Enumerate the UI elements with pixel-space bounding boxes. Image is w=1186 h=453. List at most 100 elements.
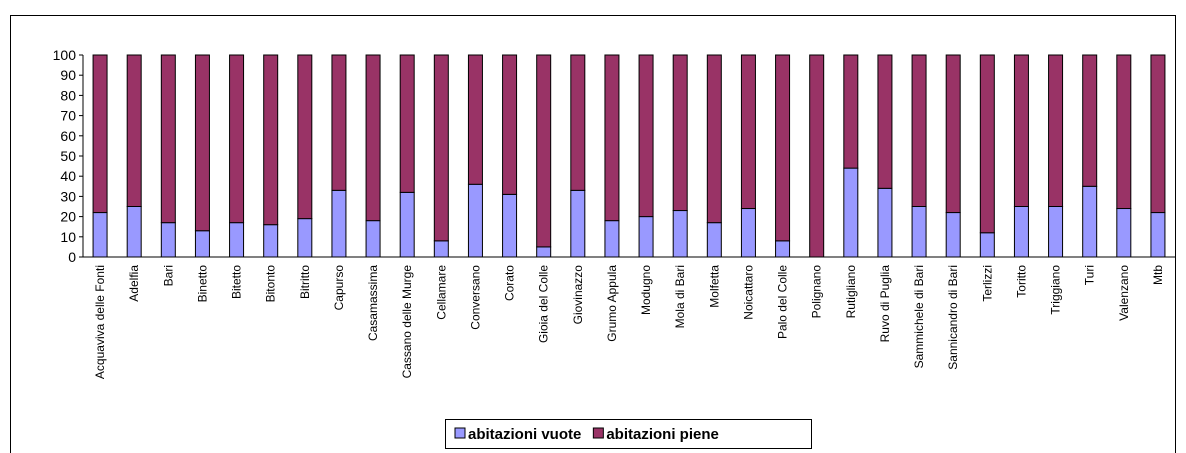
legend-label: abitazioni piene <box>606 426 719 443</box>
bar-segment <box>570 189 586 258</box>
x-tick-label: Molfetta <box>707 265 721 308</box>
bar-segment <box>365 220 381 258</box>
bar-segment <box>945 212 961 258</box>
bar-segment <box>160 54 176 224</box>
bar-segment <box>706 222 722 258</box>
y-tick-label: 20 <box>60 209 76 225</box>
legend-label: abitazioni vuote <box>468 426 581 443</box>
bar-segment <box>638 54 654 218</box>
bar-segment <box>126 206 142 258</box>
y-tick-label: 70 <box>60 108 76 124</box>
legend: abitazioni vuote abitazioni piene <box>445 419 812 449</box>
x-tick-label: Gioia del Colle <box>537 265 551 343</box>
bar-segment <box>945 54 961 214</box>
bar-segment <box>126 54 142 207</box>
bar-segment <box>775 240 791 258</box>
x-tick-label: Grumo Appula <box>605 265 619 342</box>
bar-segment <box>229 54 245 224</box>
bar-segment <box>160 222 176 258</box>
bar-segment <box>638 216 654 258</box>
bar-segment <box>1048 54 1064 207</box>
bar-segment <box>331 54 347 191</box>
bar-segment <box>1048 206 1064 258</box>
x-tick-label: Noicattaro <box>741 265 755 320</box>
bar-segment <box>672 210 688 258</box>
bar-segment <box>1116 54 1132 210</box>
y-tick-label: 40 <box>60 168 76 184</box>
legend-box <box>445 419 812 449</box>
x-tick-label: Modugno <box>639 265 653 315</box>
x-tick-label: Casamassima <box>366 265 380 341</box>
x-tick-label: Turi <box>1083 265 1097 285</box>
bar-segment <box>604 220 620 258</box>
x-tick-label: Bitritto <box>298 265 312 299</box>
x-tick-label: Bari <box>161 265 175 286</box>
x-tick-label: Corato <box>503 265 517 301</box>
bar-segment <box>502 54 518 195</box>
y-tick-label: 30 <box>60 188 76 204</box>
bar-segment <box>1013 206 1029 258</box>
bar-segment <box>297 218 313 258</box>
bar-segment <box>467 54 483 185</box>
bar-segment <box>536 246 552 258</box>
bar-segment <box>365 54 381 222</box>
bar-segment <box>570 54 586 191</box>
x-tick-label: Adelfia <box>127 265 141 302</box>
bar-segment <box>672 54 688 212</box>
y-tick-label: 50 <box>60 148 76 164</box>
bar-segment <box>1082 185 1098 258</box>
bar-segment <box>467 183 483 258</box>
bar-segment <box>706 54 722 224</box>
x-tick-label: Mtb <box>1151 265 1165 285</box>
bar-segment <box>979 54 995 234</box>
bar-segment <box>775 54 791 242</box>
bar-segment <box>843 54 859 169</box>
bar-segment <box>740 208 756 258</box>
x-tick-label: Sammichele di Bari <box>912 265 926 368</box>
x-tick-label: Sannicandro di Bari <box>946 265 960 370</box>
x-tick-label: Cellamare <box>434 265 448 320</box>
x-tick-label: Acquaviva delle Fonti <box>93 265 107 379</box>
bar-segment <box>399 191 415 258</box>
chart-border <box>10 15 1176 453</box>
bar-segment <box>502 193 518 258</box>
bar-segment <box>1150 54 1166 214</box>
bar-segment <box>433 54 449 242</box>
x-tick-label: Terlizzi <box>980 265 994 302</box>
bar-segment <box>331 189 347 258</box>
x-tick-label: Bitonto <box>264 265 278 303</box>
x-tick-label: Giovinazzo <box>571 265 585 325</box>
y-tick-label: 60 <box>60 128 76 144</box>
y-tick-label: 90 <box>60 67 76 83</box>
y-tick-label: 0 <box>68 249 76 265</box>
bar-segment <box>433 240 449 258</box>
x-tick-label: Bitetto <box>230 265 244 299</box>
x-tick-label: Triggiano <box>1049 265 1063 315</box>
bar-segment <box>1082 54 1098 187</box>
bar-segment <box>399 54 415 193</box>
legend-swatch <box>592 427 604 439</box>
x-tick-label: Valenzano <box>1117 265 1131 321</box>
x-tick-label: Cassano delle Murge <box>400 265 414 379</box>
legend-swatch <box>454 427 466 439</box>
bar-segment <box>911 206 927 258</box>
bar-segment <box>1013 54 1029 207</box>
bar-segment <box>877 187 893 258</box>
x-tick-label: Ruvo di Puglia <box>878 265 892 343</box>
bar-segment <box>604 54 620 222</box>
bar-segment <box>229 222 245 258</box>
bar-segment <box>536 54 552 248</box>
bar-segment <box>263 54 279 226</box>
y-tick-label: 80 <box>60 87 76 103</box>
x-tick-label: Rutigliano <box>844 265 858 319</box>
bar-segment <box>843 167 859 258</box>
y-tick-label: 100 <box>53 47 77 63</box>
x-tick-label: Polignano <box>810 265 824 319</box>
bar-segment <box>263 224 279 258</box>
x-tick-label: Capurso <box>332 265 346 311</box>
x-tick-label: Binetto <box>195 265 209 303</box>
bar-segment <box>1116 208 1132 258</box>
bar-segment <box>92 54 108 214</box>
bar-segment <box>877 54 893 189</box>
bar-segment <box>809 54 825 258</box>
